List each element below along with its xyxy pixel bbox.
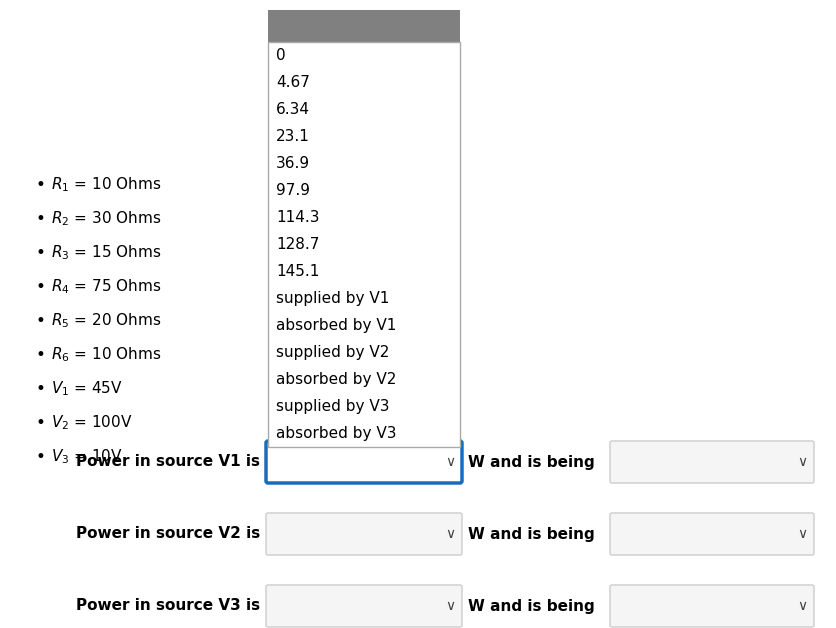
Text: $R_{3}$ = 15 Ohms: $R_{3}$ = 15 Ohms — [51, 244, 161, 263]
FancyBboxPatch shape — [610, 585, 814, 627]
Text: absorbed by V3: absorbed by V3 — [276, 426, 396, 441]
Text: $R_{5}$ = 20 Ohms: $R_{5}$ = 20 Ohms — [51, 311, 161, 330]
Text: ∨: ∨ — [797, 599, 807, 613]
Text: •: • — [35, 244, 45, 262]
Bar — [268, 42, 460, 447]
Text: W and is being: W and is being — [468, 598, 594, 614]
Text: •: • — [35, 278, 45, 296]
Text: Power in source V2 is: Power in source V2 is — [76, 526, 260, 541]
Text: •: • — [35, 414, 45, 432]
Text: supplied by V3: supplied by V3 — [276, 399, 390, 414]
Text: 0: 0 — [276, 48, 286, 63]
Text: •: • — [35, 210, 45, 228]
Text: 23.1: 23.1 — [276, 129, 310, 144]
Bar — [268, 10, 460, 42]
Text: $R_{2}$ = 30 Ohms: $R_{2}$ = 30 Ohms — [51, 210, 161, 229]
Text: W and is being: W and is being — [468, 526, 594, 541]
Text: ∨: ∨ — [445, 599, 455, 613]
Text: $V_{2}$ = 100V: $V_{2}$ = 100V — [51, 414, 133, 432]
Text: 4.67: 4.67 — [276, 75, 310, 90]
Text: •: • — [35, 312, 45, 330]
Text: ∨: ∨ — [445, 527, 455, 541]
Text: $R_{6}$ = 10 Ohms: $R_{6}$ = 10 Ohms — [51, 345, 161, 364]
Text: absorbed by V2: absorbed by V2 — [276, 372, 396, 387]
Text: •: • — [35, 176, 45, 194]
Text: 97.9: 97.9 — [276, 183, 310, 198]
Text: ∨: ∨ — [797, 455, 807, 469]
Text: ∨: ∨ — [445, 455, 455, 469]
Text: 6.34: 6.34 — [276, 102, 310, 117]
Text: 114.3: 114.3 — [276, 210, 319, 225]
Text: $R_{1}$ = 10 Ohms: $R_{1}$ = 10 Ohms — [51, 176, 161, 194]
Text: 145.1: 145.1 — [276, 264, 319, 279]
Text: $V_{3}$ = 10V: $V_{3}$ = 10V — [51, 448, 123, 467]
Text: $R_{4}$ = 75 Ohms: $R_{4}$ = 75 Ohms — [51, 278, 161, 296]
Text: Power in source V1 is: Power in source V1 is — [76, 455, 260, 470]
Text: Power in source V3 is: Power in source V3 is — [76, 598, 260, 614]
Text: W and is being: W and is being — [468, 455, 594, 470]
Text: 36.9: 36.9 — [276, 156, 310, 171]
FancyBboxPatch shape — [610, 441, 814, 483]
Text: •: • — [35, 448, 45, 466]
FancyBboxPatch shape — [266, 585, 462, 627]
Text: ∨: ∨ — [797, 527, 807, 541]
FancyBboxPatch shape — [610, 513, 814, 555]
Text: •: • — [35, 346, 45, 364]
Text: supplied by V1: supplied by V1 — [276, 291, 390, 306]
Text: absorbed by V1: absorbed by V1 — [276, 318, 396, 333]
Text: 128.7: 128.7 — [276, 237, 319, 252]
Text: $V_{1}$ = 45V: $V_{1}$ = 45V — [51, 380, 123, 398]
FancyBboxPatch shape — [266, 441, 462, 483]
Text: supplied by V2: supplied by V2 — [276, 345, 390, 360]
FancyBboxPatch shape — [266, 513, 462, 555]
Text: •: • — [35, 380, 45, 398]
